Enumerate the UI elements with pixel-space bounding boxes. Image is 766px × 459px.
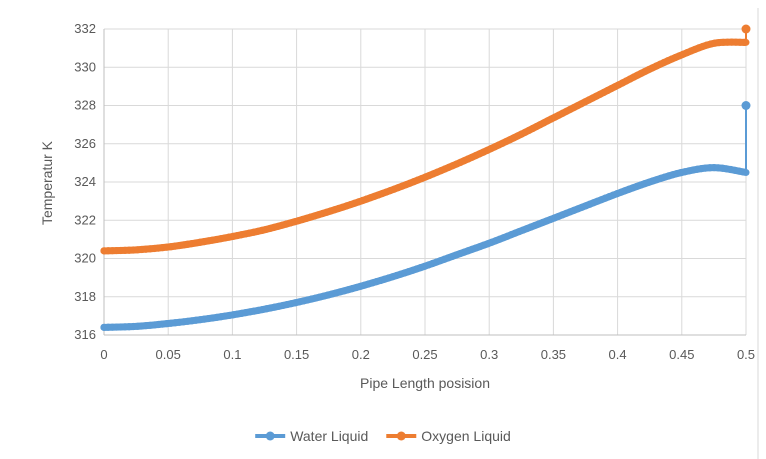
legend-marker-oxygen-liquid — [396, 431, 406, 441]
y-tick-label: 324 — [74, 174, 96, 189]
y-tick-label: 328 — [74, 98, 96, 113]
x-tick-label: 0.35 — [541, 347, 566, 362]
legend: Water Liquid Oxygen Liquid — [255, 428, 511, 444]
series-group — [100, 24, 751, 331]
x-tick-label: 0.3 — [480, 347, 498, 362]
x-tick-label: 0.1 — [223, 347, 241, 362]
y-tick-label: 332 — [74, 21, 96, 36]
y-tick-label: 316 — [74, 327, 96, 342]
x-tick-label: 0.2 — [352, 347, 370, 362]
x-tick-label: 0.05 — [156, 347, 181, 362]
y-tick-label: 318 — [74, 289, 96, 304]
x-tick-label: 0.5 — [737, 347, 755, 362]
data-point-end-oxygen-liquid — [741, 24, 751, 34]
x-tick-label: 0.45 — [669, 347, 694, 362]
x-tick-label: 0.25 — [412, 347, 437, 362]
y-tick-label: 320 — [74, 251, 96, 266]
y-tick-label: 330 — [74, 59, 96, 74]
gridlines — [104, 28, 747, 335]
y-axis-title: Temperatur K — [39, 140, 55, 225]
data-point-end-water-liquid — [741, 101, 751, 110]
y-tick-label: 326 — [74, 136, 96, 151]
x-tick-label: 0.15 — [284, 347, 309, 362]
x-axis-title: Pipe Length posision — [360, 375, 490, 391]
data-point-water-liquid — [739, 168, 747, 176]
tick-labels: 316 318 320 322 324 326 328 330 332 0 0.05 0.1 0.15 0… — [74, 21, 755, 362]
x-tick-label: 0 — [100, 347, 107, 362]
x-tick-label: 0.4 — [609, 347, 627, 362]
axes — [103, 29, 746, 336]
legend-label: Oxygen Liquid — [421, 428, 511, 444]
legend-marker-water-liquid — [265, 431, 275, 441]
y-tick-label: 322 — [74, 212, 96, 227]
legend-label: Water Liquid — [290, 428, 368, 444]
